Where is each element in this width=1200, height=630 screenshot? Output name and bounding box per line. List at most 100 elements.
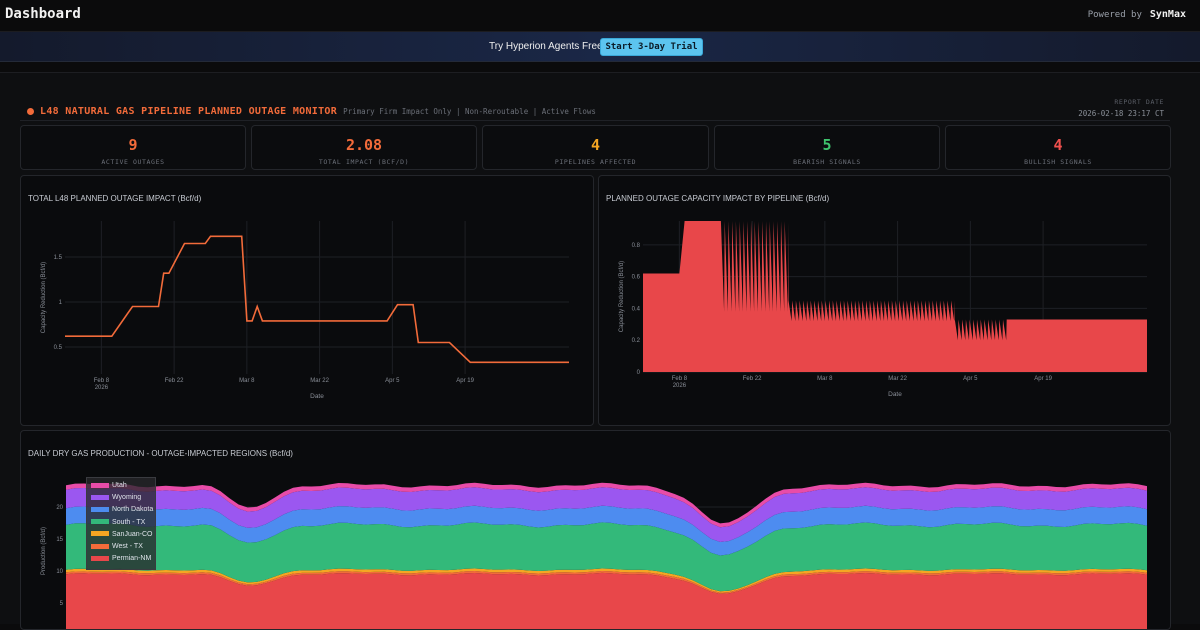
legend-swatch	[91, 494, 109, 500]
legend-label: South - TX	[112, 518, 146, 526]
y-tick-label: 20	[56, 505, 63, 511]
x-tick-label: Apr 5	[963, 376, 978, 382]
legend-label: Permian-NM	[112, 555, 152, 563]
stat-total-impact: 2.08 TOTAL IMPACT (BCF/D)	[251, 125, 477, 170]
y-tick-label: 0.5	[54, 345, 63, 351]
x-tick-label: Mar 22	[888, 376, 907, 382]
y-tick-label: 0.4	[632, 306, 641, 312]
legend-item[interactable]: SanJuan-CO	[91, 531, 152, 538]
stat-value: 5	[822, 136, 832, 154]
report-date: REPORT DATE 2026-02-18 23:17 CT	[1078, 98, 1164, 118]
series-area-sanjuan-co	[66, 568, 1147, 593]
production-chart: 5 10 15 20 Production (Bcf/d)	[41, 482, 1147, 629]
stat-label: TOTAL IMPACT (BCF/D)	[318, 158, 410, 166]
legend-swatch	[91, 531, 109, 537]
start-trial-button[interactable]: Start 3-Day Trial	[600, 38, 703, 56]
y-axis-label: Capacity Reduction (Bcf/d)	[619, 261, 625, 332]
y-tick-label: 10	[56, 569, 63, 575]
legend-label: SanJuan-CO	[112, 530, 153, 538]
production-legend[interactable]: Utah Wyoming North Dakota South - TX SanJuan…	[86, 477, 156, 570]
stat-pipelines-affected: 4 PIPELINES AFFECTED	[482, 125, 709, 170]
stat-value: 2.08	[345, 136, 383, 154]
stat-label: BEARISH SIGNALS	[793, 158, 861, 166]
top-header: Dashboard Powered by SynMax	[0, 0, 1200, 32]
y-tick-label: 1.5	[54, 255, 63, 261]
x-tick-label: 2026	[673, 383, 687, 389]
stat-label: ACTIVE OUTAGES	[101, 158, 165, 166]
y-axis-label: Production (Bcf/d)	[41, 527, 47, 575]
total-impact-chart-card: TOTAL L48 PLANNED OUTAGE IMPACT (Bcf/d) …	[20, 175, 594, 426]
legend-label: North Dakota	[112, 506, 154, 514]
monitor-title: L48 NATURAL GAS PIPELINE PLANNED OUTAGE …	[40, 106, 338, 117]
x-tick-label: Feb 8	[672, 376, 688, 382]
legend-item[interactable]: Utah	[91, 482, 127, 489]
x-tick-label: Feb 22	[743, 376, 762, 382]
page-title: Dashboard	[5, 6, 81, 22]
brand-name[interactable]: SynMax	[1149, 9, 1186, 20]
x-tick-label: Mar 8	[817, 376, 833, 382]
legend-item[interactable]: Wyoming	[91, 494, 141, 501]
x-axis-label: Date	[888, 391, 902, 398]
report-date-label: REPORT DATE	[1114, 98, 1164, 106]
series-area-wyoming	[66, 487, 1147, 542]
x-tick-label: Feb 22	[165, 378, 184, 384]
series-line	[65, 235, 569, 364]
y-tick-label: 0.8	[632, 243, 641, 249]
stat-bearish-signals: 5 BEARISH SIGNALS	[714, 125, 940, 170]
legend-swatch	[91, 519, 109, 525]
series-area	[643, 221, 1147, 372]
pipeline-impact-chart-card: PLANNED OUTAGE CAPACITY IMPACT BY PIPELI…	[598, 175, 1171, 426]
chart-title: PLANNED OUTAGE CAPACITY IMPACT BY PIPELI…	[606, 194, 830, 203]
report-date-value: 2026-02-18 23:17 CT	[1078, 109, 1164, 118]
stat-label: PIPELINES AFFECTED	[554, 158, 637, 166]
legend-swatch	[91, 543, 109, 549]
x-axis-label: Date	[310, 393, 324, 400]
legend-swatch	[91, 555, 109, 561]
legend-item[interactable]: South - TX	[91, 519, 145, 526]
x-tick-label: Apr 5	[385, 378, 400, 384]
x-tick-label: Mar 22	[310, 378, 329, 384]
monitor-subtitle: Primary Firm Impact Only | Non-Reroutabl…	[343, 107, 596, 116]
promo-banner: Try Hyperion Agents Free Start 3-Day Tri…	[0, 32, 1200, 62]
series-area-south-tx	[66, 522, 1147, 592]
legend-label: Wyoming	[112, 494, 142, 502]
stat-active-outages: 9 ACTIVE OUTAGES	[20, 125, 246, 170]
x-tick-label: Apr 19	[1034, 376, 1052, 382]
stat-bullish-signals: 4 BULLISH SIGNALS	[945, 125, 1171, 170]
y-tick-label: 1	[59, 300, 63, 306]
stat-value: 4	[1053, 136, 1063, 154]
series-area-west-tx	[66, 571, 1147, 594]
legend-label: West - TX	[112, 543, 143, 550]
series-area-utah	[66, 482, 1147, 528]
stat-label: BULLISH SIGNALS	[1024, 158, 1092, 166]
stat-value: 9	[128, 136, 138, 154]
y-tick-label: 5	[60, 601, 64, 607]
legend-item[interactable]: Permian-NM	[91, 555, 151, 562]
y-tick-label: 0	[637, 370, 641, 376]
x-tick-label: Mar 8	[239, 378, 255, 384]
y-tick-label: 0.2	[632, 338, 641, 344]
powered-by-label: Powered by	[1087, 10, 1142, 20]
y-axis-label: Capacity Reduction (Bcf/d)	[41, 262, 47, 333]
legend-swatch	[91, 482, 109, 488]
chart-title: TOTAL L48 PLANNED OUTAGE IMPACT (Bcf/d)	[28, 194, 202, 203]
x-tick-label: Apr 19	[456, 378, 474, 384]
status-dot-icon	[27, 108, 34, 115]
production-chart-card: DAILY DRY GAS PRODUCTION - OUTAGE-IMPACT…	[20, 430, 1171, 630]
x-tick-label: Feb 8	[94, 378, 110, 384]
series-area-permian-nm	[66, 572, 1147, 629]
series-area-north-dakota	[66, 505, 1147, 556]
monitor-header: L48 NATURAL GAS PIPELINE PLANNED OUTAGE …	[27, 101, 596, 120]
x-tick-label: 2026	[95, 385, 109, 391]
divider	[20, 120, 1170, 121]
stat-value: 4	[590, 136, 601, 154]
legend-item[interactable]: West - TX	[91, 543, 143, 550]
legend-item[interactable]: North Dakota	[91, 506, 153, 513]
chart-title: DAILY DRY GAS PRODUCTION - OUTAGE-IMPACT…	[28, 449, 293, 458]
powered-by: Powered by SynMax	[1088, 9, 1186, 20]
legend-label: Utah	[112, 482, 127, 489]
banner-text: Try Hyperion Agents Free	[489, 41, 603, 52]
y-tick-label: 0.6	[632, 275, 641, 281]
